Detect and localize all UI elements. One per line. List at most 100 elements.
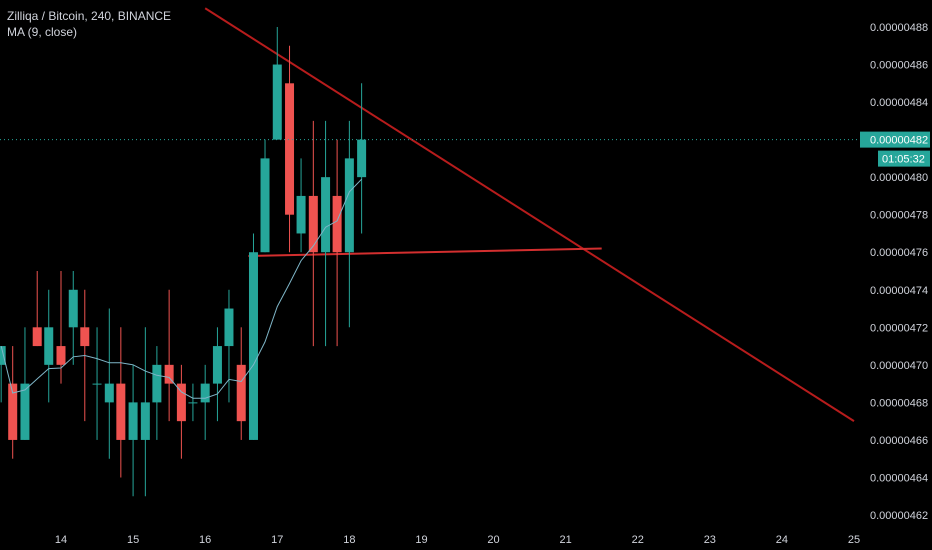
price-tick-label: 0.00000474: [870, 285, 928, 297]
candle-body: [128, 402, 138, 440]
candle-body: [200, 383, 210, 403]
price-tick-label: 0.00000468: [870, 397, 928, 409]
candle: [200, 364, 210, 440]
candle: [32, 271, 42, 347]
candle-body: [32, 327, 42, 347]
candle-body: [80, 327, 90, 347]
time-tick-label: 15: [127, 534, 139, 546]
ma-line: [0, 178, 362, 399]
candle: [152, 346, 162, 440]
candle-body: [68, 289, 78, 328]
candle-body: [104, 383, 114, 403]
ma-layer: [0, 178, 362, 399]
candle-body: [176, 383, 186, 422]
time-tick-label: 23: [704, 534, 716, 546]
time-tick-label: 18: [343, 534, 355, 546]
candle: [212, 327, 222, 422]
candle: [332, 139, 342, 347]
candle: [308, 120, 318, 347]
time-tick-label: 19: [415, 534, 427, 546]
candle: [140, 327, 150, 497]
candle: [92, 327, 102, 440]
candle-body: [20, 383, 30, 440]
ma-indicator-label[interactable]: MA (9, close): [7, 25, 78, 39]
candle-body: [224, 308, 234, 347]
price-tick-label: 0.00000484: [870, 97, 928, 109]
current-price-value: 0.00000482: [870, 135, 928, 147]
time-tick-label: 20: [487, 534, 499, 546]
candle-body: [260, 158, 270, 253]
price-tick-label: 0.00000470: [870, 360, 928, 372]
candle-body: [44, 327, 54, 365]
price-tick-label: 0.00000472: [870, 322, 928, 334]
candle-body: [248, 252, 258, 440]
candle: [344, 120, 354, 328]
candle-body: [344, 158, 354, 253]
candle-body: [285, 83, 295, 215]
candle-body: [212, 346, 222, 384]
countdown-tag-bg: [878, 150, 930, 167]
candle-body: [152, 364, 162, 403]
time-tick-label: 25: [848, 534, 860, 546]
candle: [128, 364, 138, 497]
candle-body: [140, 402, 150, 440]
candle: [20, 327, 30, 440]
price-tick-label: 0.00000464: [870, 472, 928, 484]
candle-body: [296, 195, 306, 234]
candle-body: [92, 383, 102, 385]
time-tick-label: 14: [55, 534, 67, 546]
price-tick-label: 0.00000486: [870, 60, 928, 72]
price-tick-label: 0.00000478: [870, 210, 928, 222]
time-tick-label: 24: [776, 534, 788, 546]
candle: [0, 346, 6, 403]
candle-body: [308, 195, 318, 253]
candle: [248, 233, 258, 440]
candle-body: [8, 383, 18, 440]
candle: [260, 139, 270, 253]
candle-body: [332, 195, 342, 253]
price-tick-label: 0.00000466: [870, 435, 928, 447]
countdown-value: 01:05:32: [882, 154, 925, 166]
candle: [272, 27, 282, 140]
price-tick-label: 0.00000476: [870, 247, 928, 259]
candle-body: [164, 364, 174, 384]
chart-legend: Zilliqa / Bitcoin, 240, BINANCE MA (9, c…: [7, 8, 171, 40]
candle: [56, 271, 66, 384]
candle: [285, 45, 295, 253]
candle: [296, 158, 306, 253]
price-tick-label: 0.00000480: [870, 172, 928, 184]
candle: [116, 327, 126, 478]
candle-body: [321, 177, 331, 253]
candle: [104, 308, 114, 459]
candle-body: [0, 346, 6, 365]
candle: [68, 271, 78, 365]
current-price-tag-bg: [860, 131, 930, 148]
candle: [236, 327, 246, 440]
candle: [321, 120, 331, 347]
descending-trendline: [204, 7, 855, 422]
candle: [188, 383, 198, 422]
candle-body: [56, 346, 66, 365]
candle: [176, 364, 186, 459]
time-tick-label: 21: [560, 534, 572, 546]
time-tick-label: 17: [271, 534, 283, 546]
time-tick-label: 22: [632, 534, 644, 546]
candle-body: [357, 139, 367, 178]
candle: [224, 289, 234, 403]
current-price-tag: 0.00000482 01:05:32: [860, 131, 930, 167]
symbol-title[interactable]: Zilliqa / Bitcoin, 240, BINANCE: [7, 9, 172, 23]
price-tick-label: 0.00000462: [870, 510, 928, 522]
time-axis[interactable]: 14 15 16 17 18 19 20 21 22 23 24 25: [55, 534, 860, 546]
candle: [44, 289, 54, 403]
candle: [8, 346, 18, 459]
price-axis[interactable]: 0.00000488 0.00000486 0.00000484 0.00000482…: [870, 22, 928, 522]
drawings-layer: [204, 7, 855, 422]
price-tick-label: 0.00000488: [870, 22, 928, 34]
candle-body: [236, 364, 246, 422]
candle: [164, 289, 174, 422]
candle: [357, 83, 367, 234]
candle-body: [116, 383, 126, 440]
time-tick-label: 16: [199, 534, 211, 546]
candles-layer: [0, 27, 367, 497]
